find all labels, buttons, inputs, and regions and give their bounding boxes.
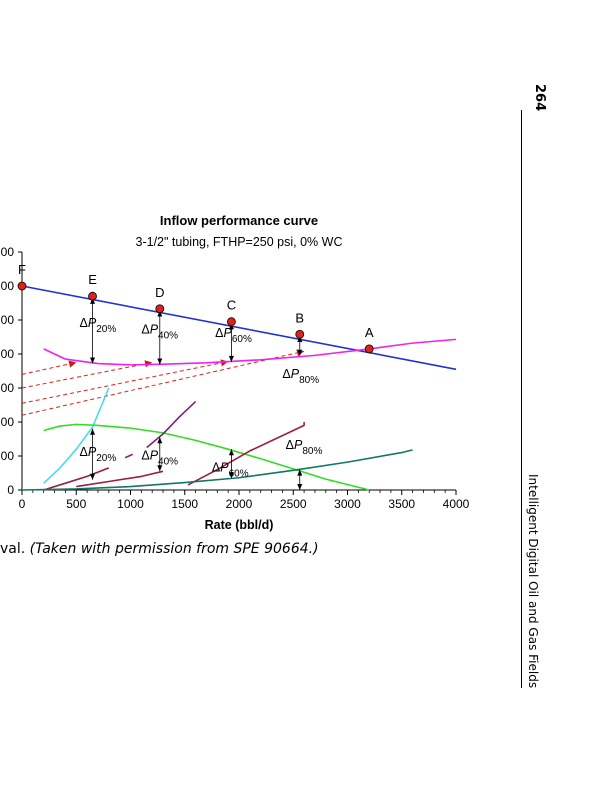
delta-arrowhead [297, 469, 303, 476]
delta-arrowhead [90, 428, 96, 435]
running-title: Intelligent Digital Oil and Gas Fields [526, 474, 540, 689]
x-tick-label: 0 [19, 497, 26, 511]
delta-arrowhead [228, 323, 234, 330]
y-tick-label: 00 [1, 347, 15, 361]
chart-subtitle: 3-1/2" tubing, FTHP=250 psi, 0% WC [136, 235, 343, 249]
delta-arrowhead [297, 349, 303, 356]
x-tick-label: 3000 [334, 497, 361, 511]
dashed-line-3 [21, 360, 229, 404]
x-axis-label: Rate (bbl/d) [205, 518, 274, 532]
y-tick-label: 00 [1, 313, 15, 327]
operating-point-A [364, 344, 374, 354]
operating-point-F [17, 281, 27, 291]
series-purple-up-left [124, 453, 133, 459]
series-dark-red-lower-2 [76, 470, 164, 488]
caption-source: (Taken with permission from SPE 90664.) [29, 541, 319, 557]
x-tick-label: 2500 [280, 497, 307, 511]
delta-p-label: ΔP40% [141, 448, 178, 467]
delta-p-label: ΔP40% [141, 323, 178, 342]
operating-point-E [88, 291, 97, 301]
delta-p-label: ΔP20% [80, 445, 117, 464]
point-label-B: B [295, 310, 304, 325]
series-cyan [43, 387, 110, 484]
delta-arrowhead [90, 357, 96, 364]
delta-p-label: ΔP60% [215, 326, 252, 345]
series-green [43, 423, 370, 491]
delta-arrowhead [157, 465, 163, 472]
series-teal [21, 449, 413, 491]
point-label-E: E [88, 272, 97, 287]
page-number: 264 [532, 84, 547, 112]
point-label-C: C [227, 298, 236, 313]
x-tick-label: 500 [66, 497, 86, 511]
delta-arrowhead [228, 355, 234, 362]
chart-title: Inflow performance curve [160, 213, 318, 228]
x-tick-label: 4000 [443, 497, 470, 511]
dashed-arrowhead [68, 360, 77, 368]
delta-p-label: ΔP60% [212, 460, 249, 479]
series-purple-up [146, 401, 197, 449]
dashed-arrowhead [220, 359, 229, 367]
operating-point-C [227, 317, 236, 327]
figure-caption: val. (Taken with permission from SPE 906… [0, 541, 319, 557]
delta-p-label: ΔP80% [282, 367, 319, 386]
delta-arrowhead [297, 484, 303, 490]
x-tick-label: 3500 [388, 497, 415, 511]
delta-arrowhead [157, 437, 163, 444]
plot-area: 0 500 1000 1500 2000 2500 3000 3500 400000000000… [1, 245, 470, 511]
y-tick-label: 00 [1, 245, 15, 259]
delta-arrowhead [157, 358, 163, 365]
page-rule [521, 110, 522, 688]
y-tick-label: 00 [1, 381, 15, 395]
caption-prefix: val. [0, 541, 26, 557]
x-tick-label: 2000 [226, 497, 253, 511]
series-dark-red-upper [187, 422, 305, 486]
x-tick-label: 1500 [171, 497, 198, 511]
operating-point-B [295, 329, 305, 339]
y-tick-label: 00 [1, 415, 15, 429]
y-tick-label: 00 [1, 449, 15, 463]
delta-arrowhead [297, 335, 303, 342]
dashed-line-2 [21, 362, 153, 389]
dashed-line-1 [21, 362, 77, 375]
series-dark-red-lower-1 [43, 467, 110, 491]
delta-arrowhead [90, 473, 96, 480]
y-tick-label: 0 [7, 483, 14, 497]
x-tick-label: 1000 [117, 497, 144, 511]
dashed-line-4 [21, 350, 305, 416]
delta-p-label: ΔP80% [286, 438, 323, 457]
series-tpr [43, 338, 457, 366]
operating-point-D [155, 304, 165, 314]
point-label-D: D [155, 285, 164, 300]
point-label-F: F [18, 262, 26, 277]
delta-arrowhead [90, 297, 96, 304]
delta-arrowhead [228, 472, 234, 479]
delta-p-label: ΔP20% [80, 316, 117, 335]
point-label-A: A [365, 325, 374, 340]
delta-arrowhead [157, 310, 163, 317]
delta-arrowhead [228, 449, 234, 456]
y-tick-label: 00 [1, 279, 15, 293]
